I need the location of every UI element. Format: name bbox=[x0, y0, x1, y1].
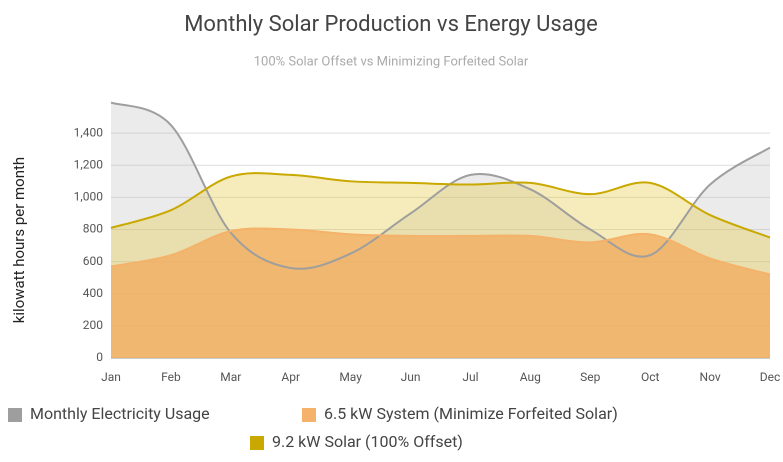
x-tick-label: Mar bbox=[220, 370, 241, 384]
y-tick-label: 800 bbox=[83, 222, 103, 236]
series-line bbox=[110, 227, 771, 276]
x-tick-label: Feb bbox=[161, 370, 181, 384]
legend-swatch bbox=[302, 408, 316, 422]
legend-swatch bbox=[8, 408, 22, 422]
y-tick-label: 1,200 bbox=[74, 157, 104, 171]
y-tick-label: 1,000 bbox=[74, 190, 104, 204]
legend-label: Monthly Electricity Usage bbox=[30, 404, 210, 423]
y-tick-label: 400 bbox=[83, 286, 103, 300]
y-tick-label: 0 bbox=[96, 350, 103, 364]
y-axis-label: kilowatt hours per month bbox=[10, 157, 28, 323]
x-tick-label: Aug bbox=[520, 370, 541, 384]
series-line bbox=[110, 101, 771, 270]
x-tick-label: Sep bbox=[580, 370, 600, 384]
series-line bbox=[110, 172, 771, 239]
chart-title: Monthly Solar Production vs Energy Usage bbox=[184, 12, 598, 37]
x-tick-label: Oct bbox=[641, 370, 660, 384]
legend-swatch bbox=[250, 436, 264, 450]
legend-label: 6.5 kW System (Minimize Forfeited Solar) bbox=[324, 404, 618, 423]
chart-subtitle: 100% Solar Offset vs Minimizing Forfeite… bbox=[254, 54, 529, 69]
x-tick-label: Apr bbox=[281, 370, 300, 384]
y-tick-label: 1,400 bbox=[74, 125, 104, 139]
y-tick-label: 200 bbox=[83, 318, 103, 332]
legend-label: 9.2 kW Solar (100% Offset) bbox=[272, 432, 463, 451]
x-tick-label: Nov bbox=[700, 370, 721, 384]
x-tick-label: Dec bbox=[760, 370, 781, 384]
x-tick-label: Jul bbox=[462, 370, 478, 384]
x-tick-label: Jun bbox=[401, 370, 421, 384]
x-tick-label: Jan bbox=[101, 370, 121, 384]
x-tick-label: May bbox=[339, 370, 362, 384]
area-fill bbox=[111, 228, 770, 358]
y-tick-label: 600 bbox=[83, 254, 103, 268]
